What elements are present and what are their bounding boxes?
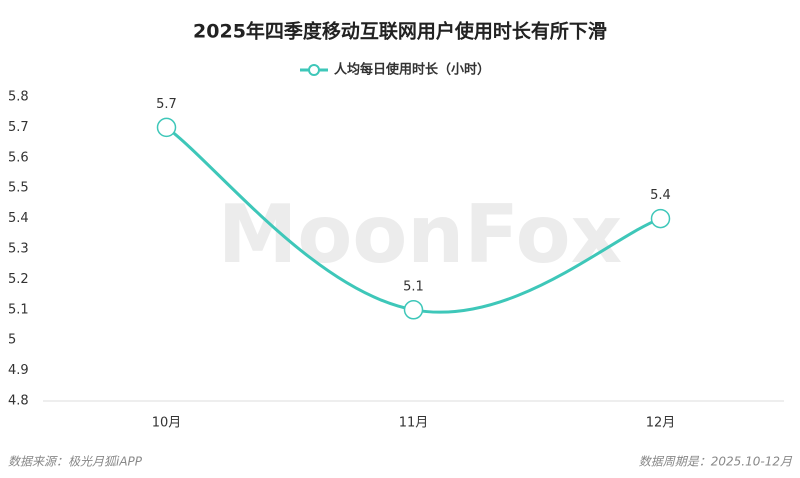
data-label: 5.7 [156, 97, 177, 112]
y-tick-label: 4.9 [8, 363, 29, 378]
data-point [650, 208, 671, 229]
y-tick-label: 5.2 [8, 272, 29, 287]
chart-title: 2025年四季度移动互联网用户使用时长有所下滑 [193, 20, 607, 43]
data-point [156, 117, 177, 138]
legend-marker [308, 64, 320, 76]
data-label: 5.1 [403, 279, 424, 294]
y-tick-label: 4.8 [8, 394, 29, 409]
y-tick-label: 5 [8, 333, 16, 348]
y-tick-label: 5.6 [8, 150, 29, 165]
watermark: MoonFox [218, 188, 622, 281]
data-point [403, 300, 424, 320]
y-tick-label: 5.1 [8, 302, 29, 317]
y-tick-label: 5.8 [8, 90, 29, 105]
y-tick-label: 5.3 [8, 242, 29, 257]
x-tick-label: 10月 [152, 416, 182, 431]
legend-label: 人均每日使用时长（小时） [334, 62, 490, 78]
y-tick-label: 5.5 [8, 181, 29, 196]
y-tick-label: 5.4 [8, 211, 29, 226]
y-tick-label: 5.7 [8, 120, 29, 135]
data-label: 5.4 [650, 188, 671, 203]
x-tick-label: 11月 [399, 416, 429, 431]
period-note: 数据周期是：2025.10-12月 [639, 455, 793, 469]
source-note: 数据来源：极光月狐iAPP [8, 455, 143, 469]
x-tick-label: 12月 [646, 416, 676, 431]
